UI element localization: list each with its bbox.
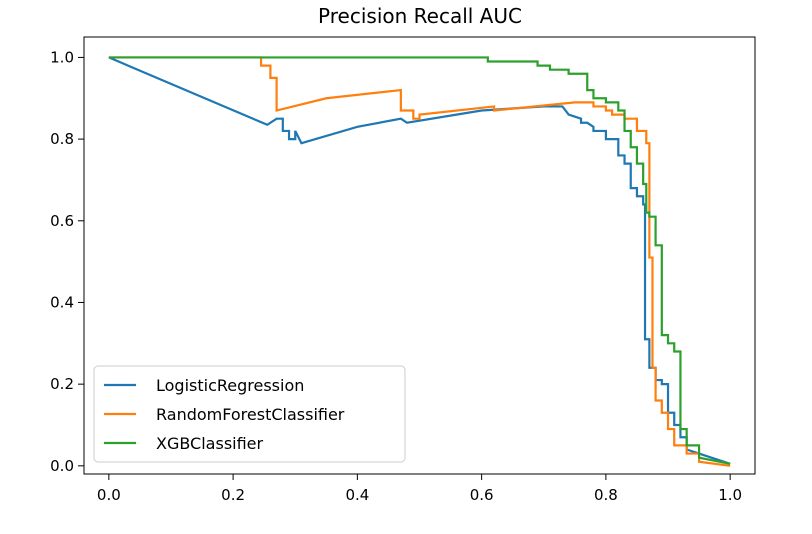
y-tick-label: 0.0 bbox=[50, 457, 74, 475]
axes-layer: 0.0 0.2 0.4 0.6 0.8 1.0 0.0 0.2 0.4 0.6 0.8 1.0 bbox=[50, 36, 756, 504]
legend-box bbox=[93, 365, 406, 463]
series-line-randomforestclassifier bbox=[108, 56, 731, 467]
legend: LogisticRegression RandomForestClassifier… bbox=[93, 365, 406, 463]
series-layer bbox=[108, 56, 731, 467]
legend-label: RandomForestClassifier bbox=[156, 405, 345, 424]
legend-label: LogisticRegression bbox=[156, 376, 304, 395]
y-tick-label: 0.8 bbox=[50, 130, 74, 148]
x-tick-label: 1.0 bbox=[718, 486, 742, 504]
x-tick-label: 0.4 bbox=[345, 486, 369, 504]
legend-label: XGBClassifier bbox=[156, 434, 264, 453]
y-tick-label: 1.0 bbox=[50, 48, 74, 66]
y-tick-label: 0.6 bbox=[50, 212, 74, 230]
x-tick-label: 0.0 bbox=[97, 486, 121, 504]
y-tick-label: 0.4 bbox=[50, 293, 74, 311]
plot-frame bbox=[83, 36, 756, 475]
y-tick-label: 0.2 bbox=[50, 375, 74, 393]
x-tick-label: 0.8 bbox=[594, 486, 618, 504]
x-tick-label: 0.2 bbox=[221, 486, 245, 504]
x-tick-label: 0.6 bbox=[470, 486, 494, 504]
series-line-xgbclassifier bbox=[108, 56, 731, 465]
chart-title: Precision Recall AUC bbox=[318, 4, 522, 28]
